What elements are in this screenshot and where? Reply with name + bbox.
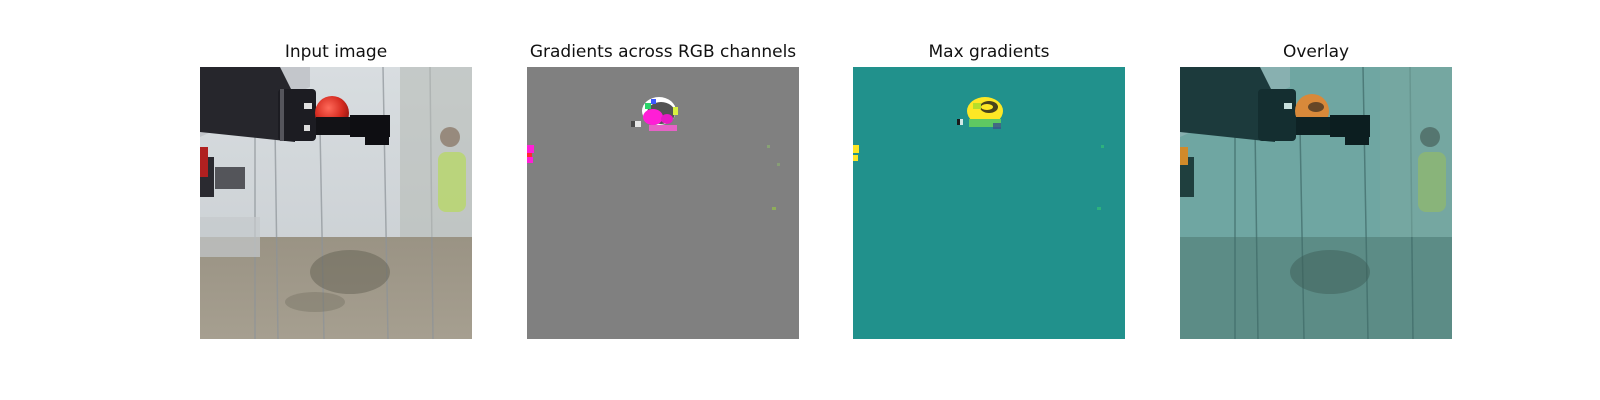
gradients-panel — [527, 67, 799, 339]
gradients-image — [527, 67, 799, 339]
max-gradients-panel — [853, 67, 1125, 339]
max-gradients-title: Max gradients — [928, 42, 1050, 62]
overlay-title: Overlay — [1282, 42, 1350, 62]
overlay-panel — [1180, 67, 1452, 339]
input-image — [200, 67, 472, 339]
input-image-title: Input image — [284, 42, 388, 62]
max-gradients-image — [853, 67, 1125, 339]
gradients-title: Gradients across RGB channels — [529, 42, 797, 62]
overlay-image — [1180, 67, 1452, 339]
input-image-panel — [200, 67, 472, 339]
